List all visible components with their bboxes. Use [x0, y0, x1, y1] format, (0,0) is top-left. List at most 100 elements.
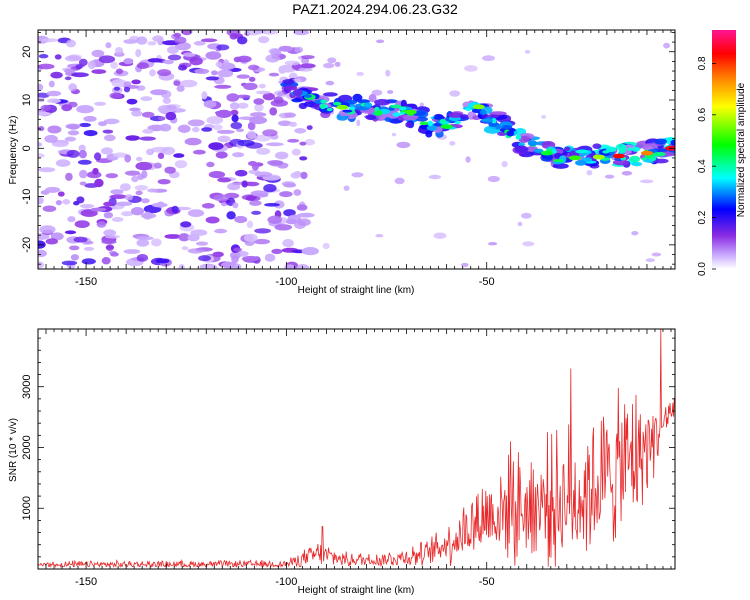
heatmap-cell — [461, 262, 469, 267]
heatmap-cell — [374, 110, 383, 116]
heatmap-cell — [604, 174, 615, 179]
heatmap-cell — [129, 107, 141, 112]
heatmap-hotspot — [641, 150, 653, 156]
heatmap-cell — [167, 54, 182, 61]
heatmap-cell — [605, 147, 617, 152]
snr-x-ticks: -150 -100 -50 — [37, 329, 672, 588]
heatmap-cell — [390, 104, 402, 109]
heatmap-cell — [439, 118, 447, 124]
heatmap-cell — [164, 166, 176, 174]
heatmap-cell — [124, 154, 132, 163]
heatmap-cell — [343, 185, 350, 191]
heatmap-cell — [237, 36, 248, 45]
heatmap-cell — [135, 190, 143, 196]
heatmap-cell — [253, 30, 266, 34]
heatmap-cell — [80, 204, 95, 209]
heatmap-cell — [194, 68, 210, 75]
spectrogram-x-tick-label: -100 — [275, 276, 297, 288]
heatmap-cell — [103, 118, 120, 125]
heatmap-cell — [71, 72, 89, 78]
heatmap-cell — [103, 212, 114, 219]
colorbar-ticks: 0.0 0.2 0.4 0.6 0.8 — [697, 56, 716, 276]
heatmap-cell — [663, 42, 671, 49]
heatmap-cell — [113, 152, 128, 158]
heatmap-cell — [487, 175, 500, 183]
heatmap-cell — [111, 79, 127, 88]
heatmap-cell — [281, 181, 296, 187]
heatmap-cell — [501, 160, 508, 168]
heatmap-cell — [586, 170, 593, 176]
heatmap-cell — [146, 148, 153, 155]
heatmap-cell — [105, 234, 120, 239]
heatmap-cell — [167, 46, 179, 54]
snr-x-tick-label: -100 — [275, 576, 297, 588]
heatmap-cell — [248, 64, 259, 71]
heatmap-cell — [62, 199, 71, 205]
heatmap-cell — [279, 191, 293, 198]
spectrogram-y-tick-label: 10 — [21, 94, 33, 106]
heatmap-cell — [74, 220, 90, 229]
heatmap-cell — [101, 257, 111, 265]
heatmap-cell — [110, 252, 119, 257]
heatmap-cell — [123, 81, 132, 87]
heatmap-cell — [44, 134, 58, 143]
heatmap-cell — [465, 156, 471, 163]
heatmap-cell — [230, 122, 243, 130]
heatmap-cell — [234, 215, 248, 224]
heatmap-cell — [136, 62, 149, 69]
heatmap-cell — [73, 236, 88, 243]
chart-title: PAZ1.2024.294.06.23.G32 — [292, 1, 458, 17]
heatmap-hotspot — [568, 155, 581, 161]
heatmap-cell — [262, 92, 275, 101]
heatmap-cell — [115, 201, 133, 206]
heatmap-cell — [232, 202, 239, 209]
heatmap-cell — [249, 116, 268, 125]
heatmap-cell — [205, 51, 222, 60]
heatmap-cell — [592, 143, 602, 149]
heatmap-cell — [269, 107, 278, 116]
heatmap-cell — [514, 145, 529, 153]
heatmap-cell — [651, 252, 662, 257]
heatmap-cell — [155, 258, 170, 264]
heatmap-cell — [217, 135, 231, 143]
heatmap-cell — [157, 69, 172, 77]
heatmap-cell — [141, 198, 150, 204]
heatmap-cell — [552, 163, 569, 169]
heatmap-cell — [465, 107, 472, 112]
heatmap-cell — [61, 260, 78, 266]
heatmap-cell — [419, 102, 424, 108]
heatmap-cell — [44, 186, 61, 193]
heatmap-cell — [83, 115, 97, 122]
snr-y-tick-label: 3000 — [21, 374, 33, 398]
spectrogram-y-tick-label: 20 — [21, 46, 33, 58]
heatmap-cell — [87, 60, 96, 70]
heatmap-cell — [277, 91, 284, 96]
heatmap-hotspot — [440, 124, 453, 129]
heatmap-cell — [482, 55, 495, 62]
heatmap-cell — [253, 98, 265, 105]
heatmap-cell — [631, 146, 641, 152]
heatmap-cell — [645, 258, 655, 263]
heatmap-cell — [171, 205, 179, 214]
heatmap-cell — [174, 42, 191, 51]
heatmap-cell — [392, 112, 401, 117]
colorbar-tick-label: 0.4 — [697, 159, 708, 173]
heatmap-cell — [297, 212, 315, 218]
heatmap-cell — [296, 204, 308, 211]
heatmap-cell — [254, 134, 271, 142]
heatmap-cell — [233, 247, 243, 252]
heatmap-cell — [52, 142, 68, 148]
heatmap-cell — [291, 98, 303, 103]
heatmap-cell — [79, 169, 88, 179]
spectrogram-x-ticks: -150 -100 -50 — [37, 30, 672, 288]
heatmap-cell — [396, 141, 411, 149]
heatmap-cell — [198, 255, 211, 262]
heatmap-cell — [427, 120, 434, 127]
heatmap-cell — [156, 201, 165, 208]
heatmap-cell — [394, 177, 405, 185]
heatmap-cell — [387, 90, 394, 94]
heatmap-cell — [274, 151, 289, 160]
heatmap-cell — [136, 254, 149, 262]
heatmap-hotspot — [336, 104, 349, 110]
heatmap-cell — [203, 100, 217, 109]
